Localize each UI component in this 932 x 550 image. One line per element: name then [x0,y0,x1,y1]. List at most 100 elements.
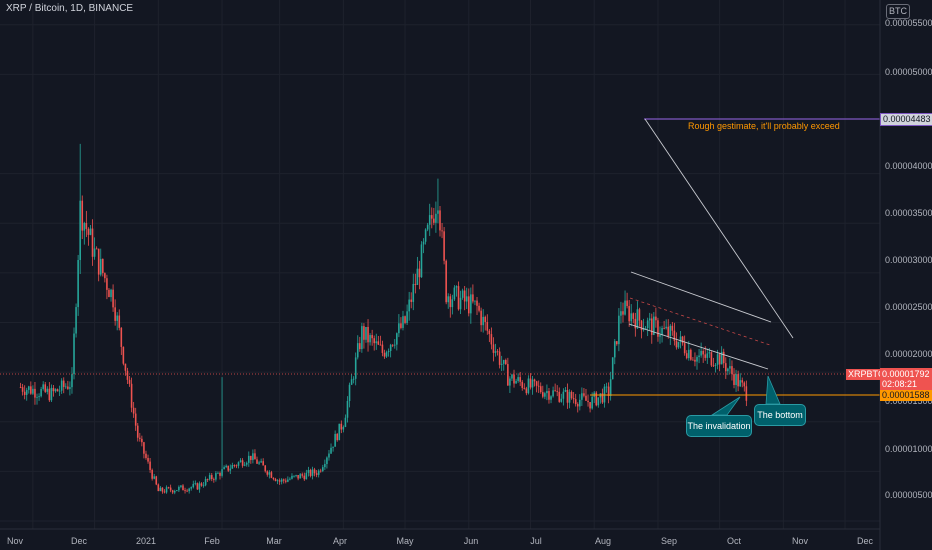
candle-body [328,453,330,458]
candle-body [77,260,79,308]
candle-body [58,390,61,392]
candle-body [441,230,443,232]
candle-body [605,386,608,388]
candle-body [581,393,583,400]
candle-body [161,487,164,492]
candle-body [650,318,653,335]
invalidation-price-tag: 0.00001588 [880,390,932,401]
candle-body [546,391,548,394]
candle-body [683,343,686,354]
candle-body [745,386,748,401]
candle-body [447,296,450,303]
candle-body [95,248,98,250]
candle-body [62,380,65,387]
candle-body [311,469,314,476]
candle-body [708,352,711,354]
candle-body [669,325,672,337]
candle-body [385,352,388,357]
candle-body [54,389,57,392]
candle-body [597,397,600,406]
candle-body [268,472,271,475]
candle-body [517,377,519,381]
candle-body [202,485,205,487]
candle-body [661,328,663,336]
candle-body [396,333,398,345]
candle-body [710,352,713,366]
candle-body [430,215,433,219]
candle-body [27,386,30,390]
candle-body [712,365,715,367]
candle-body [463,290,466,302]
candle-body [564,389,567,392]
candle-body [67,386,69,389]
candle-body [714,364,717,366]
candle-body [373,338,376,344]
x-tick-label: Jul [530,536,542,546]
candle-body [141,438,143,443]
candle-body [426,224,429,230]
candle-body [509,378,511,386]
candle-body [108,289,110,298]
x-tick-label: Feb [204,536,220,546]
candle-body [272,477,275,480]
candle-body [570,391,573,399]
candle-body [359,343,361,350]
candle-body [200,483,203,486]
candle-body [336,433,338,441]
candle-body [702,350,704,355]
candle-body [145,453,147,458]
candle-body [439,210,441,231]
candle-body [219,472,221,476]
candle-body [694,359,696,362]
candle-body [550,396,552,400]
candle-body [221,469,223,476]
candle-body [69,387,71,389]
last-price-tag: 0.00001792 02:08:21 [880,368,932,390]
candle-body [613,341,616,358]
candle-body [210,475,213,480]
candle-body [147,457,149,462]
candle-body [354,357,357,379]
candle-body [511,374,513,379]
candle-body [93,248,96,257]
x-tick-label: 2021 [135,536,157,546]
candle-body [371,335,373,339]
candle-body [299,474,301,479]
candle-body [287,479,289,482]
candle-body [729,366,731,369]
candle-body [737,374,739,387]
currency-button[interactable]: BTC [886,4,910,19]
candle-body [332,446,334,448]
candle-body [102,258,104,274]
candle-body [492,344,495,353]
candle-body [163,491,166,493]
candle-body [303,475,306,480]
candle-body [352,378,355,380]
candle-body [149,461,151,470]
candle-body [500,363,503,365]
candle-body [544,393,546,397]
candle-body [472,294,474,302]
candle-body [122,346,125,364]
projection-trendline [644,118,794,339]
candle-body [34,388,36,398]
candle-body [484,316,487,322]
candle-body [223,467,225,470]
candle-body [171,490,174,493]
candle-body [478,305,480,311]
candle-body [50,387,53,401]
candle-body [60,380,63,391]
candle-body [727,368,729,372]
invalidation-callout-pointer [710,396,741,416]
candle-body [416,268,419,285]
x-tick-label: Dec [856,536,874,546]
candle-body [632,313,635,319]
candle-body [126,370,129,380]
candle-body [552,390,554,397]
candle-body [383,352,386,357]
candle-body [428,215,431,225]
candle-body [576,404,579,407]
candle-body [527,378,530,394]
candle-body [19,387,22,388]
